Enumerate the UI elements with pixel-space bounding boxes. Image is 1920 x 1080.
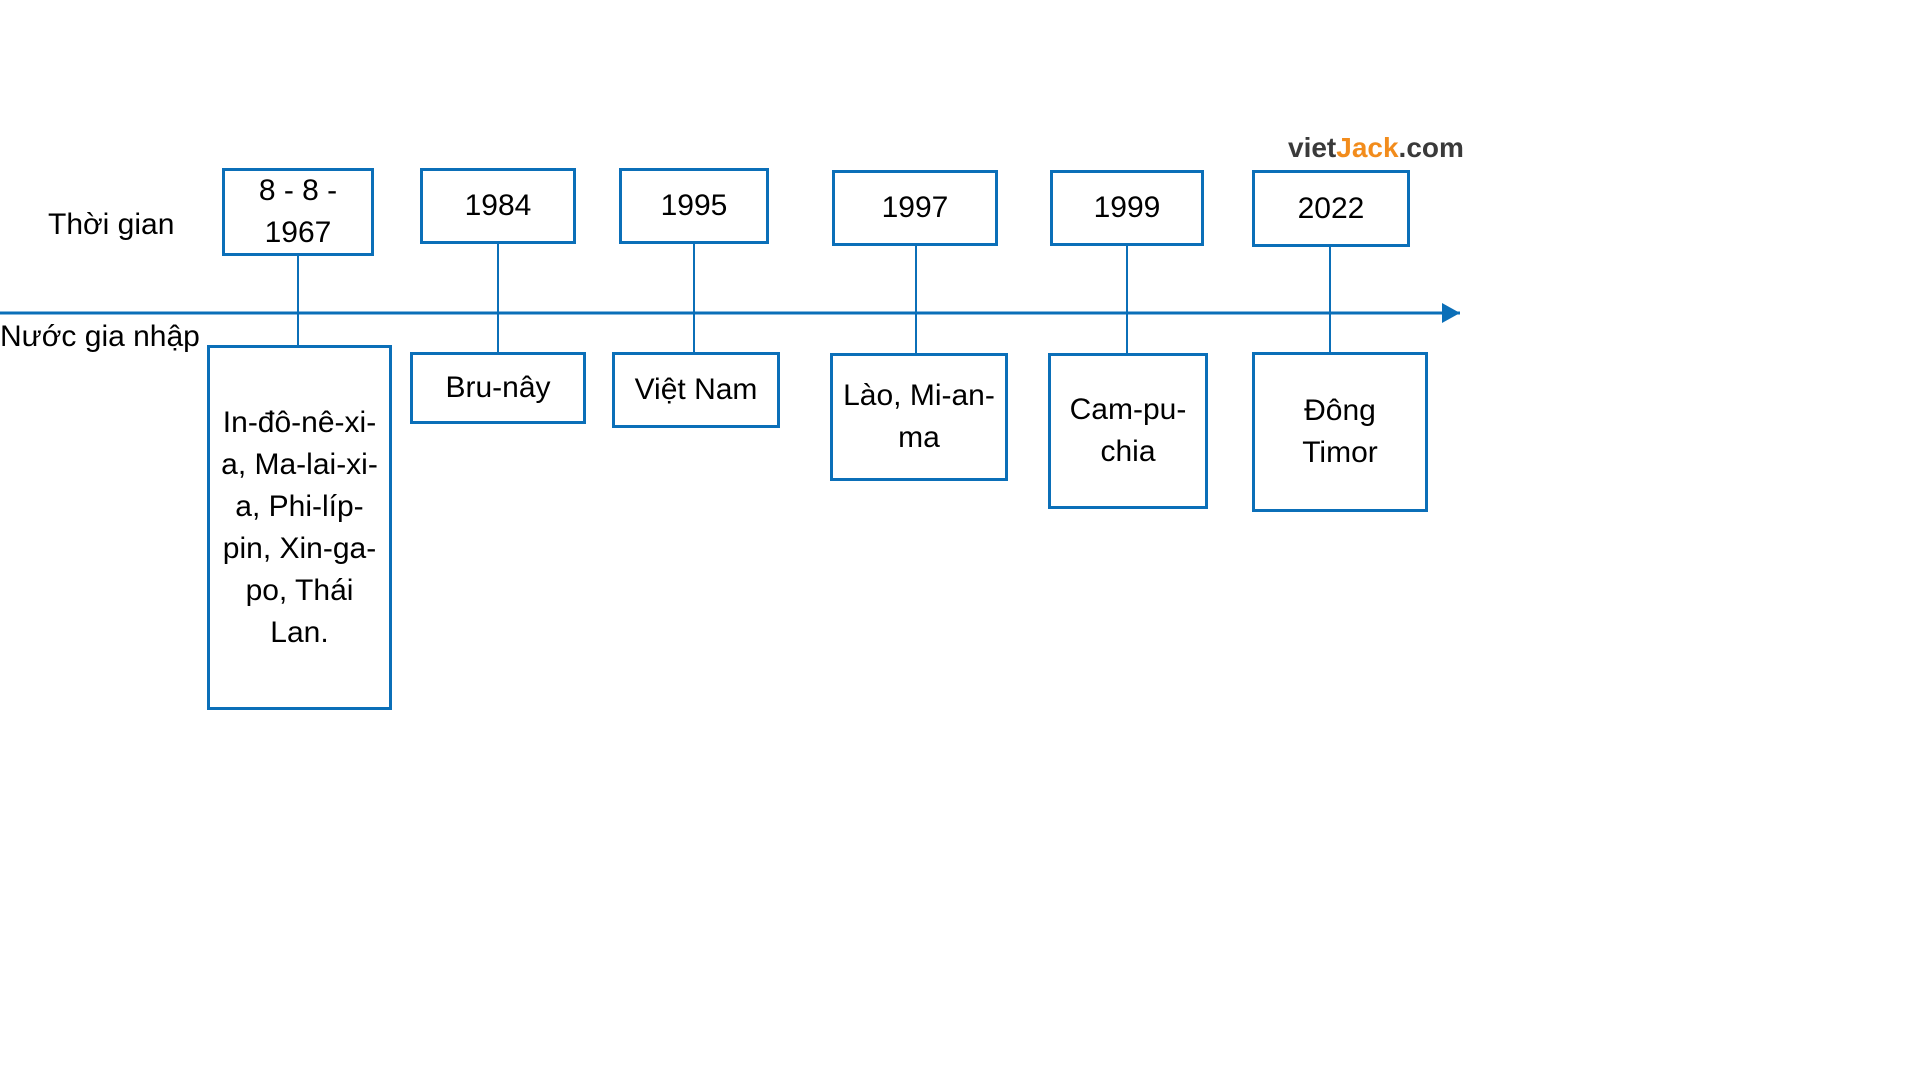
year-box: 1984 — [420, 168, 576, 244]
country-box: Việt Nam — [612, 352, 780, 428]
country-text: Bru-nây — [445, 367, 550, 409]
country-text: Cam-pu-chia — [1059, 389, 1197, 473]
year-box: 2022 — [1252, 170, 1410, 247]
year-text: 1997 — [882, 187, 949, 229]
country-box: Lào, Mi-an-ma — [830, 353, 1008, 481]
year-box: 1997 — [832, 170, 998, 246]
year-text: 2022 — [1298, 188, 1365, 230]
country-text: Lào, Mi-an-ma — [841, 375, 997, 459]
country-box: Cam-pu-chia — [1048, 353, 1208, 509]
country-box: In-đô-nê-xi-a, Ma-lai-xi-a, Phi-líp-pin,… — [207, 345, 392, 710]
country-box: Bru-nây — [410, 352, 586, 424]
year-text: 1995 — [661, 185, 728, 227]
year-box: 8 - 8 - 1967 — [222, 168, 374, 256]
watermark-part1: viet — [1288, 132, 1336, 163]
year-text: 8 - 8 - 1967 — [233, 170, 363, 254]
country-box: Đông Timor — [1252, 352, 1428, 512]
year-text: 1999 — [1094, 187, 1161, 229]
country-text: Đông Timor — [1263, 390, 1417, 474]
watermark-part2: Jack — [1336, 132, 1398, 163]
watermark-part3: .com — [1399, 132, 1464, 163]
year-box: 1999 — [1050, 170, 1204, 246]
year-text: 1984 — [465, 185, 532, 227]
country-text: In-đô-nê-xi-a, Ma-lai-xi-a, Phi-líp-pin,… — [218, 402, 381, 654]
watermark: vietJack.com — [1288, 132, 1464, 164]
country-text: Việt Nam — [635, 369, 758, 411]
year-box: 1995 — [619, 168, 769, 244]
